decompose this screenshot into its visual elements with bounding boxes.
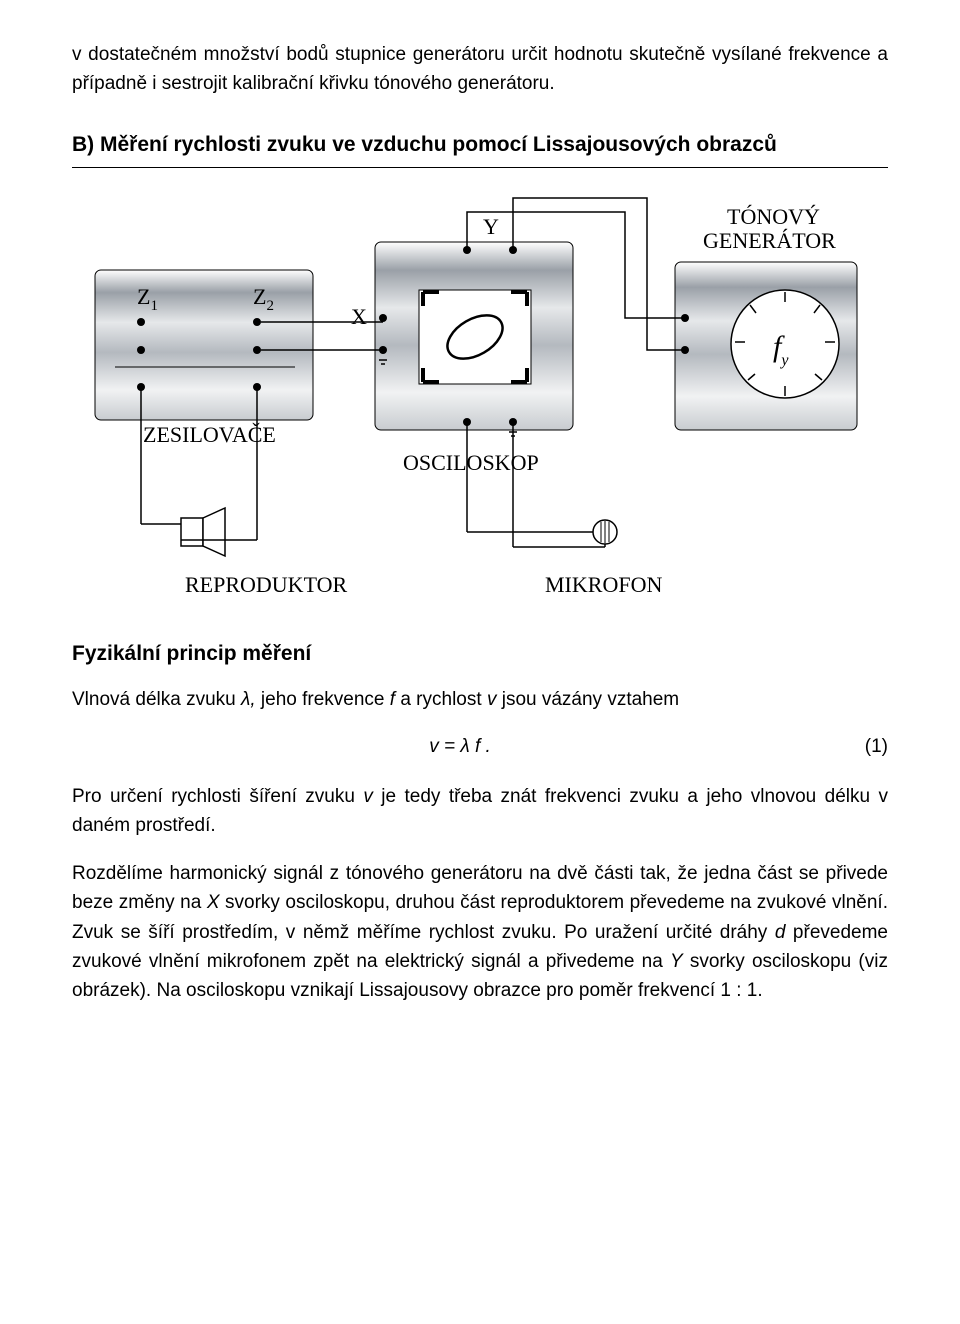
apparatus-diagram: Z1 Z2 ZESILOVAČE X Y OSCILOSKOP (85, 192, 875, 612)
split-signal-paragraph: Rozdělíme harmonický signál z tónového g… (72, 859, 888, 1006)
determine-paragraph: Pro určení rychlosti šíření zvuku v je t… (72, 782, 888, 841)
wave-relation-paragraph: Vlnová délka zvuku λ, jeho frekvence f a… (72, 685, 888, 714)
equation-1: v = λ f . (1) (72, 732, 888, 761)
generator-label-1: TÓNOVÝ (727, 204, 820, 229)
y-label: Y (483, 214, 499, 239)
intro-paragraph: v dostatečném množství bodů stupnice gen… (72, 40, 888, 99)
equation-text: v = λ f . (72, 732, 848, 761)
generator-label-2: GENERÁTOR (703, 228, 836, 253)
x-label: X (351, 304, 367, 329)
amplifier-label: ZESILOVAČE (143, 422, 276, 447)
oscilloscope-label: OSCILOSKOP (403, 450, 539, 475)
microphone-label: MIKROFON (545, 572, 662, 597)
section-b-heading: B) Měření rychlosti zvuku ve vzduchu pom… (72, 129, 888, 162)
microphone-icon (467, 520, 617, 547)
heading-underline (72, 167, 888, 168)
speaker-label: REPRODUKTOR (185, 572, 348, 597)
equation-number: (1) (848, 732, 888, 761)
speaker-icon (141, 508, 257, 556)
principle-subheading: Fyzikální princip měření (72, 638, 888, 671)
